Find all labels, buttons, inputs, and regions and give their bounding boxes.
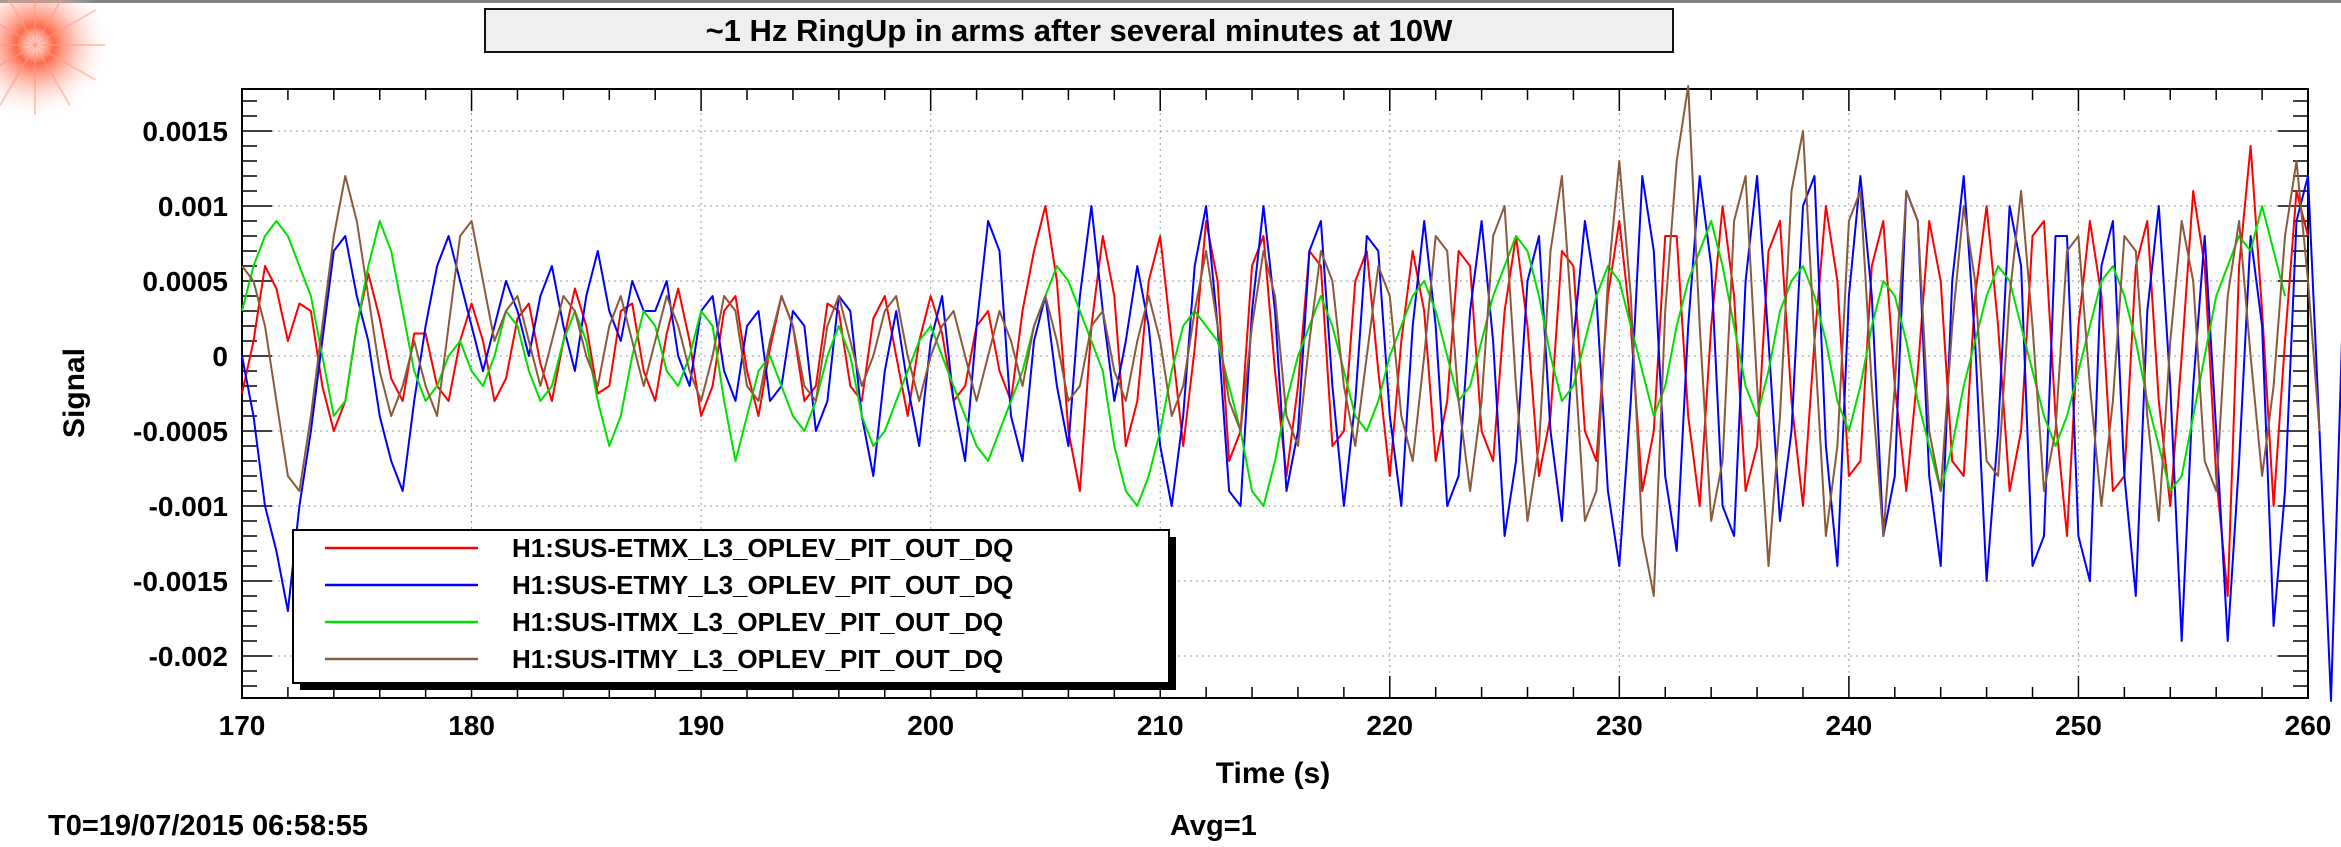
legend: H1:SUS-ETMX_L3_OPLEV_PIT_OUT_DQ H1:SUS-ET… xyxy=(292,529,1176,690)
x-tick-label: 240 xyxy=(1826,710,1873,741)
y-axis-title: Signal xyxy=(58,348,91,438)
legend-box xyxy=(292,529,1170,684)
x-tick-labels: 170 180 190 200 210 220 230 240 250 260 xyxy=(219,710,2332,741)
x-tick-label: 180 xyxy=(448,710,495,741)
footer-average: Avg=1 xyxy=(1170,810,1257,842)
legend-label: H1:SUS-ETMX_L3_OPLEV_PIT_OUT_DQ xyxy=(512,533,1013,563)
root-logo-icon xyxy=(0,0,110,120)
x-tick-label: 260 xyxy=(2285,710,2332,741)
footer-start-time: T0=19/07/2015 06:58:55 xyxy=(48,810,369,842)
chart-title: ~1 Hz RingUp in arms after several minut… xyxy=(705,12,1453,48)
x-tick-label: 190 xyxy=(678,710,725,741)
y-tick-label: -0.0005 xyxy=(133,416,228,447)
legend-label: H1:SUS-ITMY_L3_OPLEV_PIT_OUT_DQ xyxy=(512,644,1003,674)
y-tick-label: -0.0015 xyxy=(133,566,228,597)
legend-label: H1:SUS-ETMY_L3_OPLEV_PIT_OUT_DQ xyxy=(512,570,1013,600)
x-tick-label: 250 xyxy=(2055,710,2102,741)
top-border-line xyxy=(0,0,2341,3)
x-tick-label: 200 xyxy=(907,710,954,741)
x-axis-title: Time (s) xyxy=(1216,757,1330,790)
y-tick-label: -0.001 xyxy=(149,491,228,522)
series-line-h1-sus-etmy-l3-oplev-pit-out-dq xyxy=(241,175,2341,702)
y-tick-label: 0.001 xyxy=(158,191,228,222)
series-line-h1-sus-etmx-l3-oplev-pit-out-dq xyxy=(241,145,2309,597)
y-tick-label: 0 xyxy=(212,341,228,372)
series-line-h1-sus-itmy-l3-oplev-pit-out-dq xyxy=(241,85,2321,597)
legend-label: H1:SUS-ITMX_L3_OPLEV_PIT_OUT_DQ xyxy=(512,607,1003,637)
chart-title-box: ~1 Hz RingUp in arms after several minut… xyxy=(484,8,1674,53)
series-line-h1-sus-itmx-l3-oplev-pit-out-dq xyxy=(241,205,2286,507)
y-tick-label: 0.0005 xyxy=(142,266,228,297)
y-tick-label: 0.0015 xyxy=(142,116,228,147)
series-layer xyxy=(241,85,2341,702)
x-tick-label: 210 xyxy=(1137,710,1184,741)
y-tick-labels: -0.002 -0.0015 -0.001 -0.0005 0 0.0005 0.001 0.… xyxy=(133,116,228,672)
x-tick-label: 220 xyxy=(1366,710,1413,741)
grid-lines xyxy=(242,89,2308,698)
x-tick-label: 170 xyxy=(219,710,266,741)
y-tick-label: -0.002 xyxy=(149,641,228,672)
x-tick-label: 230 xyxy=(1596,710,1643,741)
